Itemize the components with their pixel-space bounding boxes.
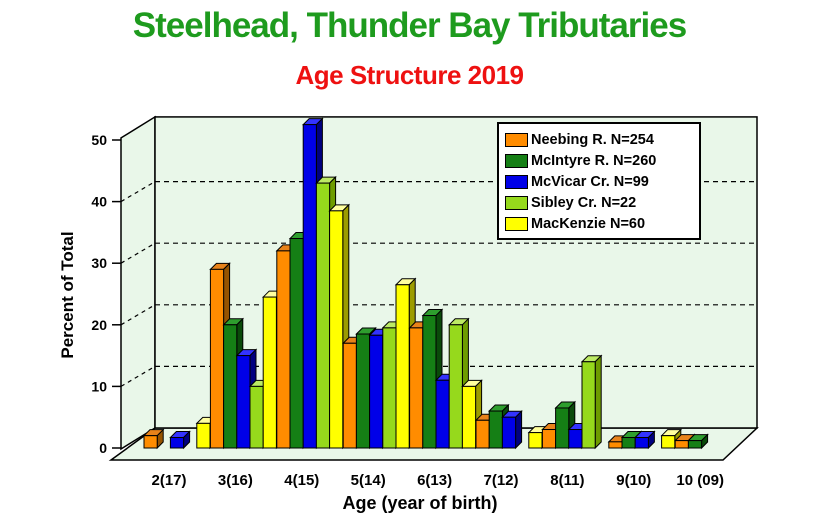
bar [276,250,291,449]
y-axis-title: Percent of Total [58,231,77,359]
bar [395,284,410,449]
legend-label: Sibley Cr. N=22 [531,194,637,211]
bar [435,379,450,449]
legend-item: Neebing R. N=254 [505,129,695,150]
chart-area: 0 10 20 30 40 50 2(17) 3(16) 4(15) 5(14) 6(13) 7(12… [0,95,819,522]
y-tick-label: 20 [91,317,107,333]
bar [382,327,397,449]
bar [409,327,424,449]
gridline-wall-segment [120,181,156,203]
x-tick-label: 7(12) [483,472,518,489]
bar [329,210,344,449]
x-tick-label: 4(15) [284,472,319,489]
bar [661,435,676,449]
legend-label: Neebing R. N=254 [531,131,654,148]
x-tick-label: 3(16) [218,472,253,489]
bar [422,315,437,449]
bar [528,432,543,449]
bar [687,440,703,449]
bar [342,342,357,449]
bar [621,437,636,449]
legend-item: MacKenzie N=60 [505,213,695,234]
legend-label: McIntyre R. N=260 [531,152,657,169]
x-tick-label: 6(13) [417,472,452,489]
bar [475,419,490,449]
legend-swatch [505,216,528,231]
legend-swatch [505,174,528,189]
y-tick-label: 10 [91,378,107,394]
page-title: Steelhead, Thunder Bay Tributaries [132,6,687,45]
bar [262,296,277,449]
bar [289,238,304,449]
bar [634,437,649,449]
legend-item: Sibley Cr. N=22 [505,192,695,213]
legend-swatch [505,153,528,168]
gridline-wall-segment [120,242,156,264]
bar [209,268,225,449]
y-tick-label: 50 [91,132,107,148]
bar [369,334,384,449]
page-subtitle: Age Structure 2019 [295,60,524,90]
bar [555,407,570,449]
bar [169,437,185,449]
bar [448,324,463,449]
bar [315,182,331,449]
bar [581,361,596,449]
legend-item: McIntyre R. N=260 [505,150,695,171]
y-tick-label: 30 [91,255,107,271]
y-tick-label: 0 [99,440,107,456]
x-axis-title: Age (year of birth) [342,493,498,513]
bar [236,355,251,449]
gridline-wall-segment [120,365,156,387]
x-tick-label: 9(10) [616,472,651,489]
bar [501,416,517,449]
bar-chart-canvas: 0 10 20 30 40 50 2(17) 3(16) 4(15) 5(14) 6(13) 7(12… [91,115,759,489]
chart-left-wall [120,115,156,451]
bar-side [594,354,602,450]
legend-label: MacKenzie N=60 [531,215,646,232]
x-tick-label: 2(17) [151,472,186,489]
legend-swatch [505,195,528,210]
bar [541,429,557,449]
legend-label: McVicar Cr. N=99 [531,173,649,190]
x-tick-label: 5(14) [351,472,386,489]
legend-item: McVicar Cr. N=99 [505,171,695,192]
bar-side [515,409,523,450]
bar [568,429,583,449]
legend-swatch [505,132,528,147]
bar [223,324,238,449]
y-tick-label: 40 [91,194,107,210]
bar [143,435,158,449]
bar [302,124,317,449]
x-tick-label: 10 (09) [676,472,724,489]
bar [608,441,623,449]
bar [488,410,503,449]
bar [249,385,264,449]
x-tick-label: 8(11) [550,472,584,489]
bar [355,333,371,449]
bar [461,385,477,449]
legend-box: Neebing R. N=254 McIntyre R. N=260 McVicar… [497,122,701,240]
bar [196,422,211,449]
bar [674,440,689,449]
gridline-wall-segment [120,304,156,326]
